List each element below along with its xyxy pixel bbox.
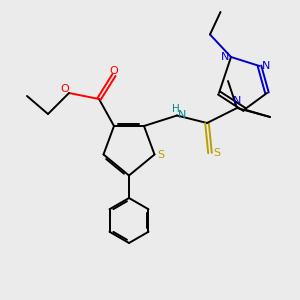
- Text: S: S: [158, 149, 165, 160]
- Text: N: N: [233, 96, 241, 106]
- Text: N: N: [262, 61, 270, 71]
- Text: O: O: [60, 84, 69, 94]
- Text: N: N: [178, 110, 187, 121]
- Text: O: O: [110, 66, 118, 76]
- Text: S: S: [213, 148, 220, 158]
- Text: H: H: [172, 104, 179, 114]
- Text: N: N: [221, 52, 229, 62]
